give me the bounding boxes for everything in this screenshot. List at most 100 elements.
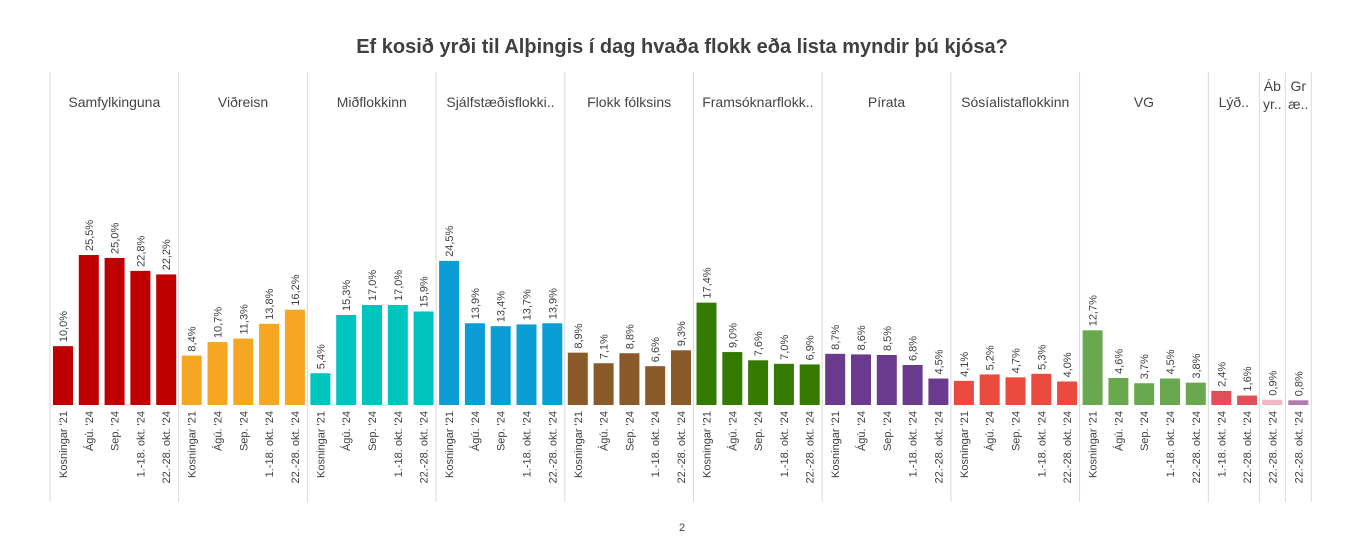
tick-label: Sep. '24 (882, 411, 894, 451)
bar (645, 366, 666, 405)
bar (181, 355, 202, 405)
tick-label: 22.-28. okt. '24 (1242, 411, 1254, 483)
party-name: Áb (1264, 78, 1281, 94)
bar (1288, 400, 1309, 405)
data-label: 8,6% (856, 325, 868, 350)
bar (773, 363, 794, 405)
tick-label: 22.-28. okt. '24 (547, 411, 559, 483)
tick-label: Sep. '24 (496, 411, 508, 451)
tick-label: Kosningar '21 (959, 411, 971, 478)
tick-label: 1.-18. okt. '24 (522, 411, 534, 477)
panel-1: Viðreisn 8,4% Kosningar '21 10,7% Ágú. '24 11… (181, 72, 308, 502)
party-name: Sjálfstæðisflokki.. (446, 94, 554, 110)
tick-label: Kosningar '21 (1088, 411, 1100, 478)
bar (464, 323, 485, 405)
panel-10: Áb yr.. 0,9% 22.-28. okt. '24 (1262, 72, 1286, 502)
bar (851, 354, 871, 405)
tick-label: 22.-28. okt. '24 (419, 411, 431, 483)
bar (825, 353, 846, 405)
data-label: 13,4% (496, 291, 508, 322)
tick-label: 22.-28. okt. '24 (1062, 411, 1074, 483)
data-label: 5,3% (1036, 345, 1048, 370)
data-label: 17,0% (393, 270, 405, 301)
bar (876, 355, 897, 405)
bar (259, 323, 280, 405)
panel-3: Sjálfstæðisflokki.. 24,5% Kosningar '21 13,… (439, 72, 566, 502)
party-name: Pírata (868, 94, 906, 110)
bar (284, 309, 305, 405)
data-label: 7,6% (753, 331, 765, 356)
bar (233, 338, 254, 405)
bar (362, 305, 382, 405)
data-label: 13,9% (547, 288, 559, 319)
bar (542, 323, 563, 405)
data-label: 24,5% (444, 225, 456, 256)
party-name: Samfylkinguna (68, 94, 160, 110)
tick-label: Sep. '24 (1011, 411, 1023, 451)
bar (748, 360, 769, 405)
bar (671, 350, 691, 405)
panel-5: Framsóknarflokk.. 17,4% Kosningar '21 9,0% Á… (696, 72, 823, 502)
data-label: 16,2% (290, 274, 302, 305)
bar (1108, 377, 1129, 405)
party-name: Sósíalistaflokkinn (961, 94, 1069, 110)
tick-label: 1.-18. okt. '24 (1216, 411, 1228, 477)
data-label: 17,4% (702, 267, 714, 298)
data-label: 7,1% (599, 334, 611, 359)
panel-0: Samfylkinguna 10,0% Kosningar '21 25,5% Ágú.… (49, 72, 180, 502)
bar (722, 352, 743, 405)
data-label: 9,0% (727, 323, 739, 348)
tick-label: Sep. '24 (238, 411, 250, 451)
bar (310, 373, 331, 405)
bar (104, 257, 125, 405)
data-label: 5,2% (985, 345, 997, 370)
data-label: 5,4% (315, 344, 327, 369)
tick-label: 22.-28. okt. '24 (161, 411, 173, 483)
bar (336, 315, 357, 405)
data-label: 4,1% (959, 352, 971, 377)
tick-label: Ágú. '24 (598, 411, 611, 451)
panel-4: Flokk fólksins 8,9% Kosningar '21 7,1% Ágú. … (567, 72, 694, 502)
tick-label: Sep. '24 (624, 411, 636, 451)
data-label: 8,9% (573, 323, 585, 348)
tick-label: 1.-18. okt. '24 (264, 411, 276, 477)
bar (516, 324, 537, 405)
bar (799, 364, 820, 405)
data-label: 4,5% (933, 349, 945, 374)
tick-label: 1.-18. okt. '24 (650, 411, 662, 477)
bar (593, 363, 614, 405)
party-name: Lýð.. (1219, 94, 1249, 110)
bar (567, 352, 588, 405)
party-name: Viðreisn (218, 94, 268, 110)
tick-label: 1.-18. okt. '24 (908, 411, 920, 477)
tick-label: Kosningar '21 (830, 411, 842, 478)
bar (1237, 395, 1258, 405)
panel-9: Lýð.. 2,4% 1.-18. okt. '24 1,6% 22.-28. okt.… (1211, 72, 1260, 502)
tick-label: Sep. '24 (110, 411, 122, 451)
party-name: Flokk fólksins (587, 94, 671, 110)
data-label: 15,9% (419, 276, 431, 307)
party-name: Miðflokkinn (337, 94, 407, 110)
bar (78, 255, 99, 405)
data-label: 4,6% (1113, 349, 1125, 374)
tick-label: 22.-28. okt. '24 (1267, 411, 1279, 483)
data-label: 4,7% (1011, 348, 1023, 373)
data-label: 22,2% (161, 239, 173, 270)
data-label: 4,0% (1062, 352, 1074, 377)
tick-label: 1.-18. okt. '24 (135, 411, 147, 477)
data-label: 6,6% (650, 337, 662, 362)
bar (1082, 330, 1103, 405)
tick-label: 22.-28. okt. '24 (933, 411, 945, 483)
bar (1134, 383, 1155, 405)
bar (53, 346, 73, 405)
data-label: 9,3% (676, 321, 688, 346)
panel-8: VG 12,7% Kosningar '21 4,6% Ágú. '24 3,7% Sep.… (1082, 72, 1209, 502)
party-name: VG (1134, 94, 1154, 110)
data-label: 25,5% (84, 220, 96, 251)
chart-title: Ef kosið yrði til Alþingis í dag hvaða f… (356, 36, 1008, 58)
bar (1160, 378, 1180, 405)
tick-label: 22.-28. okt. '24 (805, 411, 817, 483)
tick-label: Kosningar '21 (315, 411, 327, 478)
tick-label: 1.-18. okt. '24 (1036, 411, 1048, 477)
